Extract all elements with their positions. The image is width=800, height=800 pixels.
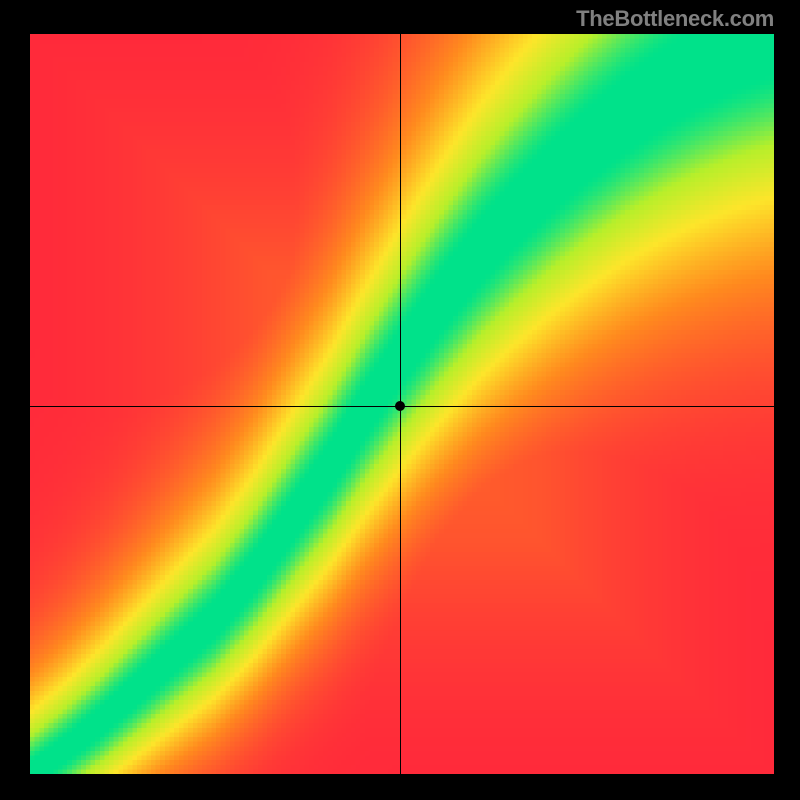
- watermark-text: TheBottleneck.com: [576, 6, 774, 32]
- chart-container: TheBottleneck.com: [0, 0, 800, 800]
- selection-marker: [395, 401, 405, 411]
